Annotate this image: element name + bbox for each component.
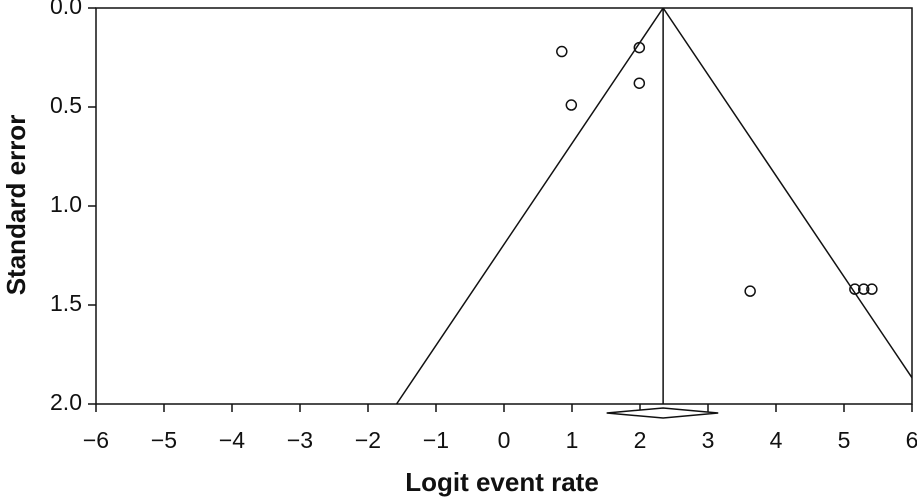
- x-tick-label: 2: [634, 427, 647, 453]
- x-tick-label: 5: [838, 427, 851, 453]
- study-point: [633, 77, 646, 89]
- x-tick-label: −6: [83, 427, 109, 453]
- y-tick-label: 2.0: [50, 389, 82, 415]
- x-tick-label: −4: [219, 427, 245, 453]
- x-tick-label: 1: [566, 427, 579, 453]
- funnel: [395, 8, 912, 404]
- funnel-right: [662, 8, 912, 380]
- study-point: [866, 283, 878, 295]
- y-tick-label: 1.5: [50, 290, 82, 316]
- y-axis-title: Standard error: [1, 115, 31, 296]
- plot-frame: [95, 7, 913, 405]
- x-tick-label: −2: [355, 427, 381, 453]
- pooled-diamond: [606, 407, 719, 419]
- x-tick-label: 3: [702, 427, 715, 453]
- x-tick-label: 4: [770, 427, 783, 453]
- study-point: [556, 45, 568, 58]
- study-point: [849, 283, 861, 295]
- study-point: [857, 283, 870, 295]
- study-point: [744, 285, 756, 297]
- y-tick-label: 0.5: [50, 92, 82, 118]
- x-tick-label: 0: [498, 427, 511, 453]
- x-tick-label: −1: [423, 427, 449, 453]
- x-axis-title: Logit event rate: [405, 467, 599, 497]
- y-tick-label: 0.0: [50, 0, 82, 19]
- x-tick-label: 6: [906, 427, 917, 453]
- x-tick-label: −5: [151, 427, 177, 453]
- funnel-left: [395, 8, 664, 404]
- study-point: [565, 99, 578, 111]
- study-point: [633, 41, 646, 54]
- x-tick-label: −3: [287, 427, 313, 453]
- y-tick-label: 1.0: [50, 191, 82, 217]
